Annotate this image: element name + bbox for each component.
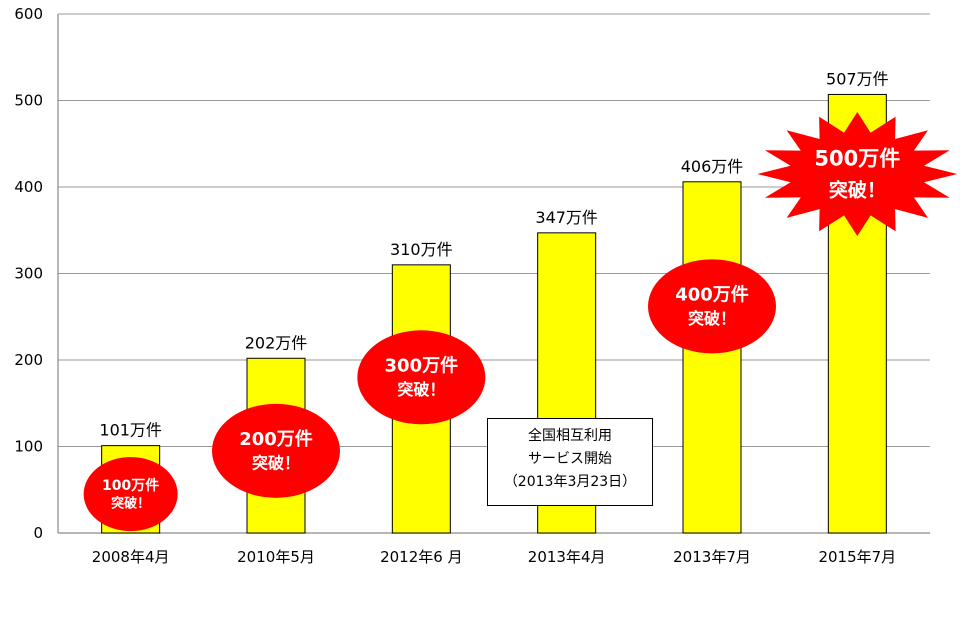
data-label: 406万件 [681,157,744,176]
annotation-line-2: サービス開始 [528,451,612,467]
badge-line-2: 突破！ [397,380,445,399]
x-tick-label: 2015年7月 [818,548,896,566]
data-label: 202万件 [245,333,308,352]
data-labels: 101万件 202万件 310万件 347万件 406万件 507万件 [99,69,888,439]
data-label: 347万件 [535,208,598,227]
x-tick-label: 2013年4月 [528,548,606,566]
x-tick-label: 2010年5月 [237,548,315,566]
y-tick-label: 200 [14,351,43,369]
x-axis-ticks: 2008年4月 2010年5月 2012年6 月 2013年4月 2013年7月 2015… [92,548,896,566]
badge-ellipse [212,403,340,498]
badge-line-1: 400万件 [675,284,749,306]
data-label: 310万件 [390,240,453,259]
annotation-line-1: 全国相互利用 [528,428,612,444]
data-label: 507万件 [826,69,889,88]
badge-ellipse [357,330,486,425]
badge-ellipse [83,457,178,532]
bar [682,181,742,534]
badge-line-1: 300万件 [385,355,459,377]
badge-line-2: 突破！ [111,496,150,512]
y-tick-label: 400 [14,178,43,196]
y-tick-label: 100 [14,438,43,456]
y-tick-label: 0 [33,524,43,542]
gridlines [58,13,930,447]
x-tick-label: 2012年6 月 [380,548,463,566]
badge-ellipse [648,259,776,354]
annotation-box: 全国相互利用 サービス開始 （2013年3月23日） [487,418,653,506]
annotation-line-3: （2013年3月23日） [503,474,637,490]
badge-line-2: 突破！ [688,309,736,328]
x-tick-label: 2013年7月 [673,548,751,566]
starburst-shape [757,112,958,236]
y-tick-label: 300 [14,265,43,283]
badge-line-2: 突破！ [829,179,886,202]
data-label: 101万件 [99,421,162,440]
y-tick-label: 600 [14,5,43,23]
axes [57,14,930,534]
y-tick-label: 500 [14,92,43,110]
badge-line-2: 突破！ [252,453,300,472]
badge-line-1: 200万件 [239,428,313,450]
x-tick-label: 2008年4月 [92,548,170,566]
badge-line-1: 100万件 [102,477,159,494]
y-axis-ticks: 0 100 200 300 400 500 600 [14,5,43,542]
badge-line-1: 500万件 [814,146,900,170]
